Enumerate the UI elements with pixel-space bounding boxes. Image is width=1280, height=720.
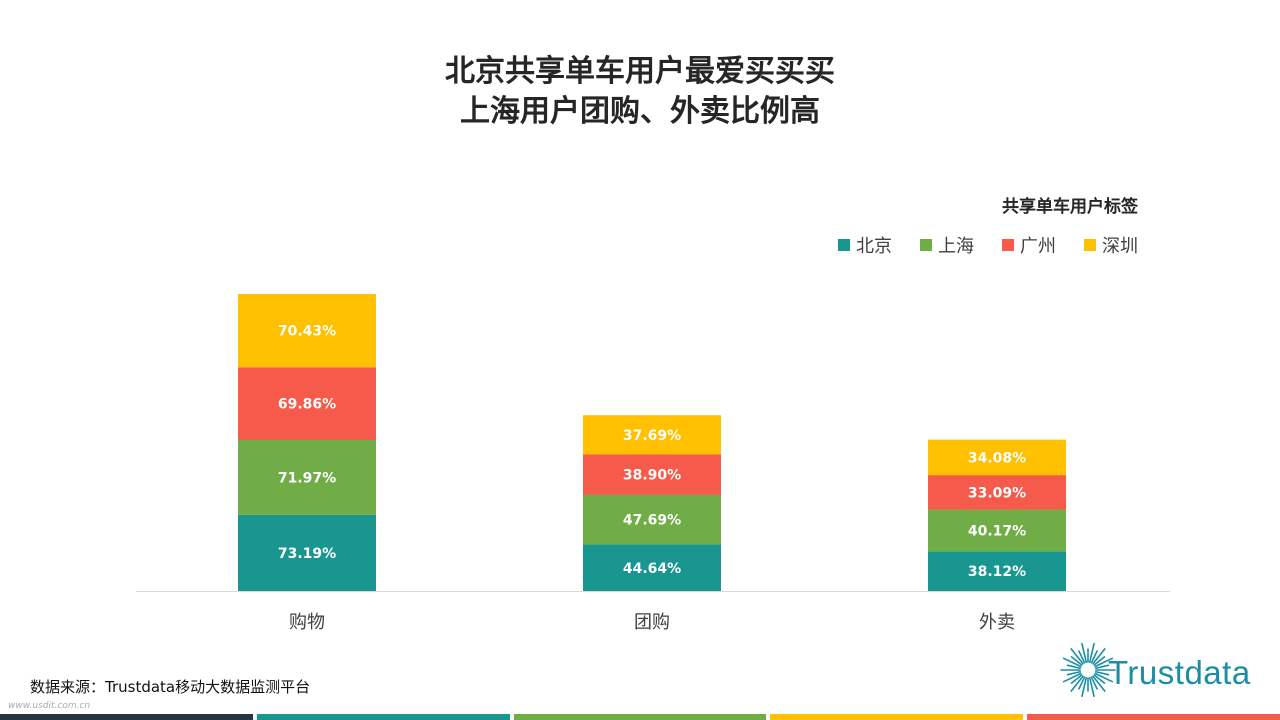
legend-label: 深圳 <box>1102 236 1138 257</box>
sunburst-ray <box>1081 676 1088 698</box>
sunburst-ray <box>1066 670 1082 676</box>
legend-item-shenzhen: 深圳 <box>1084 232 1138 258</box>
sunburst-ray <box>1090 676 1098 690</box>
data-label: 37.69% <box>623 428 681 444</box>
legend-item-beijing: 北京 <box>838 232 892 258</box>
data-label: 38.90% <box>623 468 681 484</box>
legend-title: 共享单车用户标签 <box>1002 197 1138 217</box>
bar-segment <box>928 439 1066 476</box>
sunburst-icon <box>1060 642 1116 698</box>
logo-text: Trustdata <box>1108 654 1251 691</box>
data-label: 40.17% <box>968 523 1026 539</box>
sunburst-ray <box>1078 676 1086 690</box>
legend-label: 北京 <box>856 236 892 257</box>
sunburst-ray <box>1088 642 1095 664</box>
sunburst-ray <box>1094 670 1110 676</box>
trustdata-logo: Trustdata <box>1058 632 1268 704</box>
legend-swatch <box>1002 239 1014 251</box>
bar-segment <box>583 415 721 455</box>
footer-segment <box>0 714 253 720</box>
data-label: 69.86% <box>278 397 336 413</box>
category-label: 外卖 <box>979 612 1015 633</box>
footer-segment <box>513 714 767 720</box>
bar-segment <box>583 454 721 495</box>
legend-item-guangzhou: 广州 <box>1002 232 1056 258</box>
bar-segment <box>238 294 376 368</box>
sunburst-ray <box>1093 674 1106 684</box>
bar-segment <box>238 514 376 591</box>
sunburst-ray <box>1070 656 1083 666</box>
bar-segment <box>928 475 1066 510</box>
data-label: 70.43% <box>278 324 336 340</box>
sunburst-ray <box>1062 672 1082 683</box>
sunburst-ray <box>1070 675 1084 692</box>
sunburst-ray <box>1094 664 1110 670</box>
bar-segment <box>928 509 1066 552</box>
legend-item-shanghai: 上海 <box>920 232 974 258</box>
data-label: 34.08% <box>968 450 1026 466</box>
sunburst-ray <box>1090 650 1098 664</box>
title-line-1: 北京共享单车用户最爱买买买 <box>445 54 835 89</box>
bar-segment <box>238 367 376 440</box>
title-line-2: 上海用户团购、外卖比例高 <box>460 94 820 129</box>
footer-segment <box>256 714 510 720</box>
sunburst-ray <box>1094 672 1114 683</box>
data-label: 44.64% <box>623 561 681 577</box>
sunburst-ray <box>1092 675 1106 692</box>
legend: 北京 上海 广州 深圳 <box>838 232 1138 258</box>
footer-segment <box>770 714 1024 720</box>
footer-color-bar <box>0 714 1280 720</box>
sunburst-ray <box>1092 648 1106 665</box>
data-label: 38.12% <box>968 564 1026 580</box>
legend-label: 上海 <box>938 236 974 257</box>
sunburst-ray <box>1081 642 1088 664</box>
sunburst-ray <box>1062 657 1082 668</box>
sunburst-ray <box>1066 664 1082 670</box>
category-label: 购物 <box>289 612 325 633</box>
sunburst-ray <box>1093 656 1106 666</box>
sunburst-ray <box>1094 657 1114 668</box>
watermark: www.usdit.com.cn <box>8 701 91 711</box>
sunburst-ray <box>1088 676 1095 698</box>
bar-segment <box>583 544 721 591</box>
legend-swatch <box>838 239 850 251</box>
category-label: 团购 <box>634 612 670 633</box>
legend-swatch <box>920 239 932 251</box>
bar-segment <box>928 551 1066 591</box>
data-label: 73.19% <box>278 546 336 562</box>
sunburst-ray <box>1070 648 1084 665</box>
footer-segment <box>1027 714 1280 720</box>
data-source-note: 数据来源：Trustdata移动大数据监测平台 <box>30 678 311 696</box>
data-label: 33.09% <box>968 485 1026 501</box>
data-label: 47.69% <box>623 513 681 529</box>
sunburst-ray <box>1078 650 1086 664</box>
data-label: 71.97% <box>278 470 336 486</box>
legend-label: 广州 <box>1020 236 1056 257</box>
chart-title: 北京共享单车用户最爱买买买 上海用户团购、外卖比例高 <box>0 52 1280 132</box>
bar-segment <box>583 494 721 545</box>
sunburst-ray <box>1070 674 1083 684</box>
bar-segment <box>238 439 376 515</box>
legend-swatch <box>1084 239 1096 251</box>
